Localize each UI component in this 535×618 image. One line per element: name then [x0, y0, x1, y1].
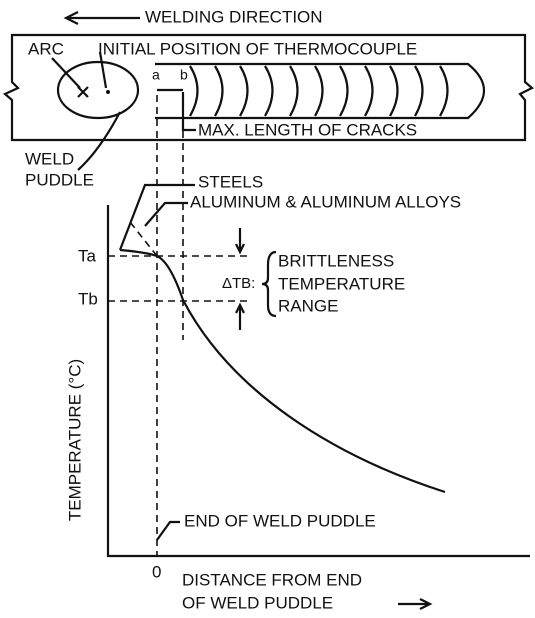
- steels-label: STEELS: [198, 172, 263, 191]
- x-axis-label: DISTANCE FROM END: [182, 570, 362, 589]
- x-axis-label: OF WELD PUDDLE: [182, 593, 333, 612]
- end-of-puddle-label: END OF WELD PUDDLE: [184, 511, 376, 530]
- origin-label: 0: [152, 562, 161, 581]
- range-label: TEMPERATURE: [278, 274, 405, 293]
- puddle-label: PUDDLE: [25, 170, 94, 189]
- tb-label: Tb: [78, 289, 98, 308]
- direction-arrow: [66, 12, 140, 24]
- thermocouple-label: INITIAL POSITION OF THERMOCOUPLE: [98, 39, 417, 58]
- arc-label: ARC: [28, 39, 64, 58]
- range-label: RANGE: [278, 296, 338, 315]
- delta-tb-label: ΔTB:: [222, 275, 255, 292]
- cracks-label: MAX. LENGTH OF CRACKS: [198, 120, 417, 139]
- plot-lines: [108, 95, 530, 609]
- ta-label: Ta: [78, 246, 97, 265]
- direction-label: WELDING DIRECTION: [145, 7, 323, 26]
- range-label: BRITTLENESS: [278, 251, 394, 270]
- y-axis-label: TEMPERATURE (°C): [65, 359, 84, 521]
- point-a: a: [152, 67, 160, 83]
- point-b: b: [180, 67, 188, 83]
- aluminum-label: ALUMINUM & ALUMINUM ALLOYS: [190, 192, 461, 211]
- diagram: WELDING DIRECTION ARC INITIAL POSITION O…: [0, 0, 535, 618]
- puddle-label: WELD: [25, 149, 74, 168]
